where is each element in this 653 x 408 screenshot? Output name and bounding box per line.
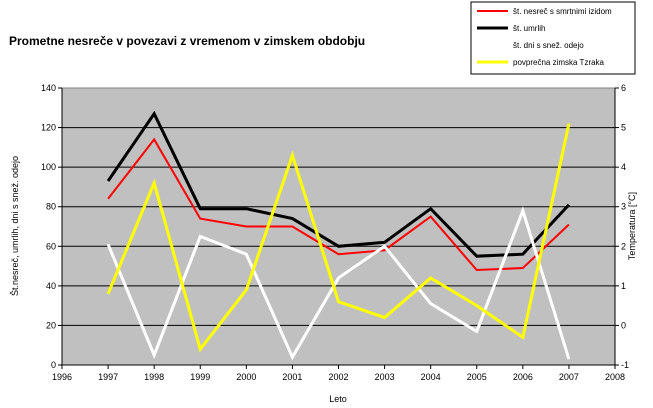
chart-title: Prometne nesreče v povezavi z vremenom v…	[9, 34, 365, 48]
x-tick-label: 1997	[98, 372, 118, 382]
series-line-2	[106, 206, 571, 361]
x-tick-label: 1998	[144, 372, 164, 382]
x-tick-label: 2004	[421, 372, 441, 382]
y-tick-label: 140	[41, 83, 56, 93]
legend-label: povprečna zimska Tzraka	[513, 58, 605, 67]
y-tick-label: 100	[41, 162, 56, 172]
x-tick-label: 2003	[375, 372, 395, 382]
y2-tick-label: 2	[621, 241, 626, 251]
x-tick-label: 2002	[328, 372, 348, 382]
legend-label: št. dni s snež. odejo	[513, 41, 584, 50]
legend-label: št. nesreč s smrtnimi izidom	[513, 7, 612, 16]
x-tick-label: 1999	[190, 372, 210, 382]
series-line-1	[106, 110, 571, 258]
gridlines	[62, 127, 615, 326]
y2-tick-label: 4	[621, 162, 626, 172]
x-tick-label: 2001	[282, 372, 302, 382]
y2-tick-label: 5	[621, 123, 626, 133]
y-tick-label: 0	[51, 360, 56, 370]
series-layer	[106, 110, 571, 361]
y-axis-title: Št.nesreč, umrlih, dni s snež. odejo	[10, 156, 20, 296]
y2-axis-title: Temperatura [°C]	[627, 192, 637, 260]
y-tick-label: 40	[46, 281, 56, 291]
series-line-3	[106, 123, 571, 353]
legend: št. nesreč s smrtnimi izidom št. umrlih št…	[470, 1, 636, 75]
x-tick-label: 1996	[52, 372, 72, 382]
x-axis-title: Leto	[329, 394, 347, 404]
series-line-0	[107, 137, 570, 272]
y2-tick-label: 1	[621, 281, 626, 291]
y2-tick-label: 6	[621, 83, 626, 93]
axes: 0 20 40 60 80 100 120 140 -1 0 1 2 3 4 5 6 1996 1997 1998 1…	[41, 83, 629, 382]
legend-label: št. umrlih	[513, 24, 545, 33]
x-tick-label: 2000	[236, 372, 256, 382]
y-tick-label: 80	[46, 202, 56, 212]
x-tick-label: 2006	[513, 372, 533, 382]
y-tick-label: 60	[46, 241, 56, 251]
y-tick-label: 120	[41, 123, 56, 133]
x-tick-label: 2007	[559, 372, 579, 382]
x-tick-label: 2008	[605, 372, 625, 382]
y-tick-label: 20	[46, 320, 56, 330]
y2-tick-label: 0	[621, 320, 626, 330]
plot-area	[61, 87, 616, 366]
x-tick-label: 2005	[467, 372, 487, 382]
y2-tick-label: 3	[621, 202, 626, 212]
y2-tick-label: -1	[621, 360, 629, 370]
